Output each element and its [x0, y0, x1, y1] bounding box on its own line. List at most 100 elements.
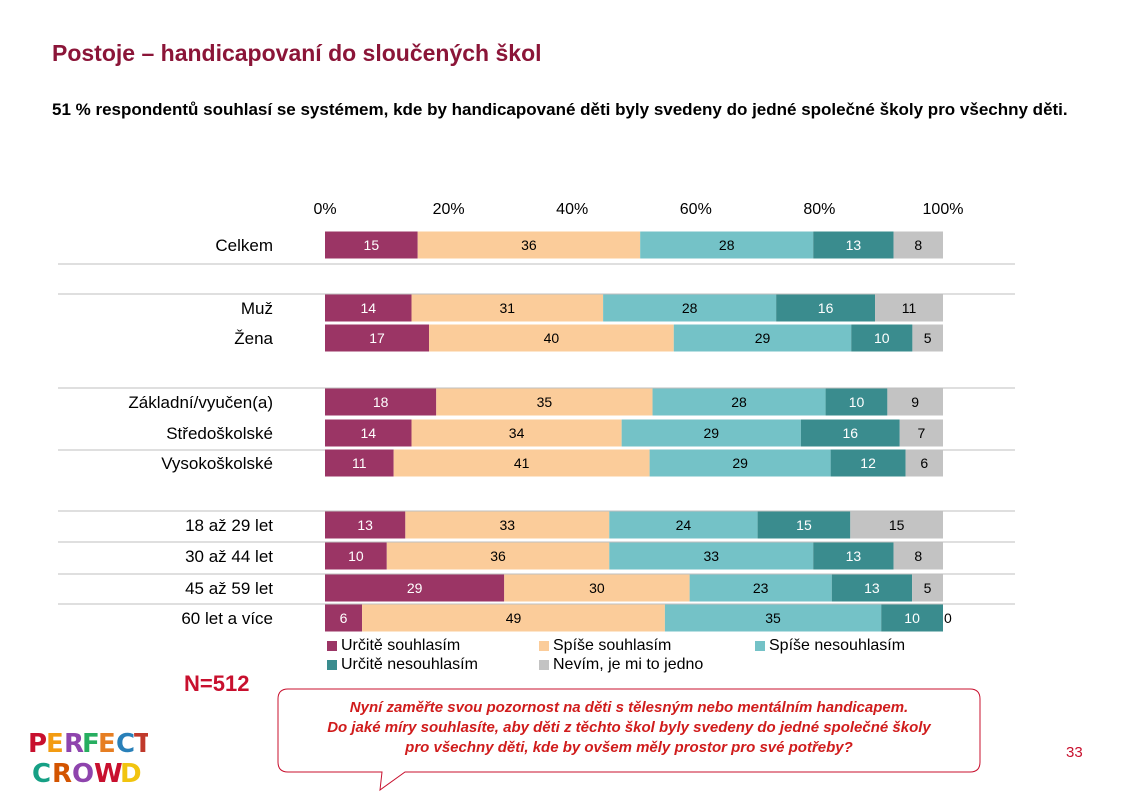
bar-segment [813, 231, 894, 259]
bar-segment [912, 574, 943, 602]
data-label: 33 [500, 517, 516, 533]
category-label: 18 až 29 let [185, 516, 273, 535]
data-label: 29 [755, 330, 771, 346]
bar-segment [609, 511, 758, 539]
bar-segment [411, 294, 604, 322]
data-label: 9 [911, 394, 919, 410]
bar-segment [905, 449, 943, 477]
x-tick-label: 0% [313, 201, 336, 218]
data-label: 34 [509, 425, 525, 441]
svg-text:E: E [98, 729, 116, 759]
bar-segment [850, 511, 943, 539]
bar-segment [325, 324, 430, 352]
svg-text:F: F [82, 729, 100, 759]
legend-swatch [539, 641, 549, 651]
x-tick-label: 100% [923, 201, 964, 218]
bar-segment [689, 574, 832, 602]
data-label: 8 [914, 548, 922, 564]
category-label: Základní/vyučen(a) [128, 393, 273, 412]
bar-segment [881, 604, 943, 632]
page-title: Postoje – handicapovaní do sloučených šk… [52, 40, 542, 66]
data-label: 5 [924, 580, 932, 596]
data-label: 49 [506, 610, 522, 626]
bar-segment [800, 419, 900, 447]
svg-text:C: C [32, 759, 51, 789]
data-label: 10 [874, 330, 890, 346]
bar-segment [393, 449, 650, 477]
legend-label: Nevím, je mi to jedno [553, 656, 704, 673]
data-label: 14 [360, 300, 376, 316]
data-label: 13 [846, 237, 862, 253]
bar-segment [411, 419, 622, 447]
category-label: Vysokoškolské [161, 454, 273, 473]
data-label: 10 [849, 394, 865, 410]
bar-segment [325, 231, 418, 259]
data-label: 29 [703, 425, 719, 441]
legend-item: Určitě souhlasím [327, 637, 460, 655]
bar-segment [830, 449, 906, 477]
bar-segment [831, 574, 913, 602]
data-label: 14 [360, 425, 376, 441]
bar-segment [893, 231, 943, 259]
category-label: 60 let a více [181, 609, 273, 628]
data-label: 36 [521, 237, 537, 253]
x-tick-label: 80% [803, 201, 835, 218]
legend-item: Spíše souhlasím [539, 637, 671, 655]
bar-segment [875, 294, 943, 322]
data-label: 10 [348, 548, 364, 564]
data-label: 13 [864, 580, 880, 596]
svg-text:P: P [28, 729, 47, 759]
svg-text:R: R [64, 729, 84, 759]
svg-text:O: O [72, 759, 94, 789]
legend-swatch [327, 660, 337, 670]
legend-item: Spíše nesouhlasím [755, 637, 905, 655]
bar-segment [649, 449, 831, 477]
bar-segment [851, 324, 913, 352]
question-text: Nyní zaměřte svou pozornost na děti s tě… [286, 698, 972, 758]
question-line: Nyní zaměřte svou pozornost na děti s tě… [349, 699, 909, 716]
data-label: 41 [514, 455, 530, 471]
bar-segment [887, 388, 943, 416]
bar-segment [325, 574, 505, 602]
data-label: 36 [490, 548, 506, 564]
legend-swatch [539, 660, 549, 670]
data-label: 5 [924, 330, 932, 346]
bar-segment [429, 324, 674, 352]
bar-segment [621, 419, 801, 447]
data-label: 28 [731, 394, 747, 410]
legend-label: Spíše souhlasím [553, 637, 672, 654]
data-label: 28 [719, 237, 735, 253]
bar-segment [609, 542, 814, 570]
x-tick-label: 40% [556, 201, 588, 218]
category-label: Muž [241, 299, 273, 318]
bar-segment [417, 231, 641, 259]
bar-segment [813, 542, 894, 570]
x-tick-label: 60% [680, 201, 712, 218]
category-label: Středoškolské [166, 424, 273, 443]
bar-segment [673, 324, 852, 352]
bar-segment [504, 574, 690, 602]
category-label: 45 až 59 let [185, 579, 273, 598]
svg-text:D: D [120, 759, 142, 789]
sample-size: N=512 [184, 671, 250, 696]
data-label: 29 [407, 580, 423, 596]
bar-segment [325, 388, 437, 416]
bar-segment [603, 294, 777, 322]
legend-swatch [755, 641, 765, 651]
bar-segment [325, 604, 363, 632]
category-label: Celkem [215, 236, 273, 255]
bar-segment [325, 294, 412, 322]
question-line: Do jaké míry souhlasíte, aby děti z těch… [327, 719, 931, 736]
data-label: 8 [914, 237, 922, 253]
data-label: 33 [703, 548, 719, 564]
data-label: 31 [500, 300, 516, 316]
bar-segment [757, 511, 851, 539]
bar-segment [664, 604, 882, 632]
data-label: 6 [920, 455, 928, 471]
bar-segment [325, 542, 387, 570]
data-label: 28 [682, 300, 698, 316]
data-label: 6 [340, 610, 348, 626]
